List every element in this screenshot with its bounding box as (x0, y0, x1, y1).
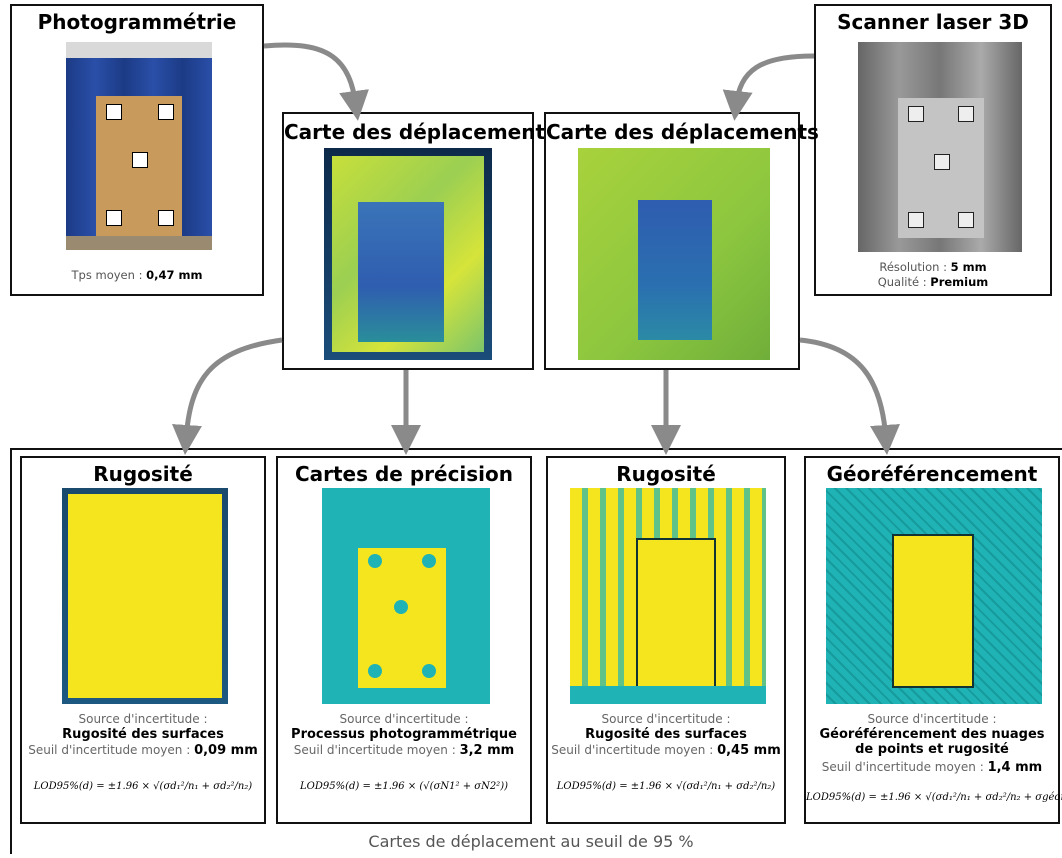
panel-source-label: Source d'incertitude : (78, 712, 208, 726)
panel-rugosity-scan: Rugosité Source d'incertitude : Rugosité… (546, 456, 786, 824)
panel-formula: LOD95%(d) = ±1.96 × √(σd₁²/n₁ + σd₂²/n₂) (33, 781, 253, 792)
scanner-quality: Qualité : Premium (877, 275, 989, 289)
arrow-scanner-to-map (722, 53, 815, 121)
scanner-resolution: Résolution : 5 mm (879, 260, 987, 274)
panel-formula: LOD95%(d) = ±1.96 × √(σd₁²/n₁ + σd₂²/n₂) (556, 781, 776, 792)
panel-threshold: Seuil d'incertitude moyen : 0,09 mm (28, 743, 258, 758)
panel-map-image (570, 488, 766, 704)
panel-source-label: Source d'incertitude : (867, 712, 997, 726)
displacement-map-scan-title: Carte des déplacements (546, 120, 819, 144)
photogrammetry-box: Photogrammétrie Tps moyen : 0,47 mm (10, 4, 264, 296)
panel-source-value: Rugosité des surfaces (62, 727, 224, 742)
panel-source-value: Géoréférencement des nuages de points et… (819, 727, 1045, 757)
displacement-map-scan-box: Carte des déplacements (544, 112, 819, 370)
panel-map-image (826, 488, 1042, 704)
displacement-map-photo-box: Carte des déplacements (282, 112, 557, 370)
panel-title: Rugosité (93, 462, 193, 486)
panel-threshold: Seuil d'incertitude moyen : 3,2 mm (293, 743, 515, 758)
panel-rugosity-photo: Rugosité Source d'incertitude : Rugosité… (20, 456, 266, 824)
results-frame-left-line (10, 448, 12, 854)
bottom-caption: Cartes de déplacement au seuil de 95 % (368, 832, 694, 851)
panel-threshold: Seuil d'incertitude moyen : 1,4 mm (821, 760, 1043, 775)
panel-source-value: Rugosité des surfaces (585, 727, 747, 742)
photogrammetry-photo (66, 42, 212, 250)
panel-source-label: Source d'incertitude : (601, 712, 731, 726)
panel-title: Géoréférencement (826, 462, 1038, 486)
displacement-map-scan-image (578, 148, 770, 360)
panel-georeferencing-scan: Géoréférencement Source d'incertitude : … (804, 456, 1062, 824)
displacement-map-photo-title: Carte des déplacements (284, 120, 557, 144)
panel-threshold: Seuil d'incertitude moyen : 0,45 mm (551, 743, 781, 758)
panel-source-value: Processus photogrammétrique (291, 727, 517, 742)
panel-formula: LOD95%(d) = ±1.96 × √(σd₁²/n₁ + σd₂²/n₂ … (806, 792, 1062, 803)
panel-precision-photo: Cartes de précision Source d'incertitude… (276, 456, 532, 824)
panel-map-image (322, 488, 490, 704)
photogrammetry-caption: Tps moyen : 0,47 mm (71, 268, 203, 282)
results-frame-top-line (10, 448, 1062, 450)
scanner-scan-image (858, 42, 1022, 252)
panel-title: Rugosité (616, 462, 716, 486)
panel-title: Cartes de précision (294, 462, 514, 486)
scanner-box: Scanner laser 3D Résolution : 5 mm Quali… (814, 4, 1052, 296)
arrow-photo-to-map (263, 42, 369, 121)
arrow-map-to-rugosity-left (172, 337, 283, 455)
panel-source-label: Source d'incertitude : (339, 712, 469, 726)
photogrammetry-title: Photogrammétrie (37, 10, 237, 34)
panel-formula: LOD95%(d) = ±1.96 × (√(σN1² + σN2²)) (299, 781, 508, 792)
displacement-map-photo-image (324, 148, 492, 360)
scanner-title: Scanner laser 3D (837, 10, 1029, 34)
panel-map-image (62, 488, 228, 704)
arrow-map-to-georef (799, 337, 900, 455)
